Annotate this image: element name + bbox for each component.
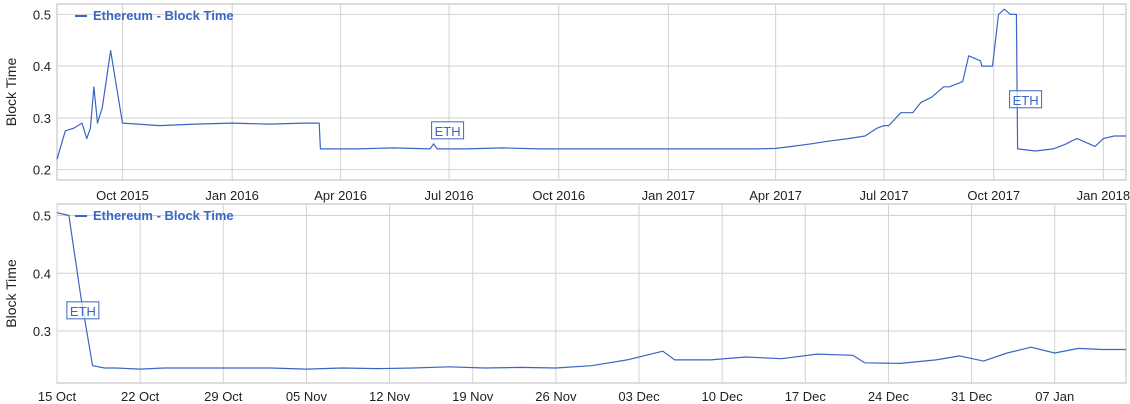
x-tick-label: 31 Dec <box>951 389 993 404</box>
x-tick-label: Apr 2017 <box>749 188 802 203</box>
y-axis-label: Block Time <box>3 259 19 328</box>
x-tick-label: 29 Oct <box>204 389 243 404</box>
y-axis-label: Block Time <box>3 58 19 127</box>
y-tick-label: 0.3 <box>33 324 51 339</box>
x-tick-label: 17 Dec <box>785 389 827 404</box>
x-tick-label: Jan 2016 <box>205 188 259 203</box>
x-tick-label: Jan 2017 <box>642 188 696 203</box>
annotation-label: ETH <box>70 304 96 319</box>
x-tick-label: Oct 2017 <box>967 188 1020 203</box>
x-tick-label: Oct 2015 <box>96 188 149 203</box>
x-tick-label: 12 Nov <box>369 389 411 404</box>
x-tick-label: 07 Jan <box>1035 389 1074 404</box>
annotation-label: ETH <box>435 124 461 139</box>
y-tick-label: 0.3 <box>33 111 51 126</box>
annotation-flag <box>431 121 465 140</box>
x-tick-label: 03 Dec <box>618 389 660 404</box>
x-tick-label: 05 Nov <box>286 389 328 404</box>
x-tick-label: 22 Oct <box>121 389 160 404</box>
x-tick-label: 24 Dec <box>868 389 910 404</box>
x-tick-label: Apr 2016 <box>314 188 367 203</box>
plot-area-1 <box>56 3 1127 181</box>
x-tick-label: Jan 2018 <box>1077 188 1130 203</box>
series-line-block-time <box>56 212 1126 370</box>
y-tick-label: 0.2 <box>33 163 51 178</box>
y-tick-label: 0.5 <box>33 7 51 22</box>
x-tick-label: Oct 2016 <box>532 188 585 203</box>
x-tick-label: 15 Oct <box>38 389 77 404</box>
annotation-label: ETH <box>1013 93 1039 108</box>
legend-label: Ethereum - Block Time <box>93 208 234 223</box>
annotation-flag <box>66 301 100 320</box>
y-tick-label: 0.4 <box>33 266 51 281</box>
x-tick-label: 10 Dec <box>702 389 744 404</box>
legend-label: Ethereum - Block Time <box>93 8 234 23</box>
y-tick-label: 0.4 <box>33 59 51 74</box>
x-tick-label: 26 Nov <box>535 389 577 404</box>
annotation-flag <box>1009 90 1043 109</box>
plot-area-2 <box>56 203 1127 384</box>
y-tick-label: 0.5 <box>33 209 51 224</box>
series-line-block-time <box>56 8 1126 160</box>
x-tick-label: Jul 2016 <box>425 188 474 203</box>
x-tick-label: Jul 2017 <box>859 188 908 203</box>
x-tick-label: 19 Nov <box>452 389 494 404</box>
